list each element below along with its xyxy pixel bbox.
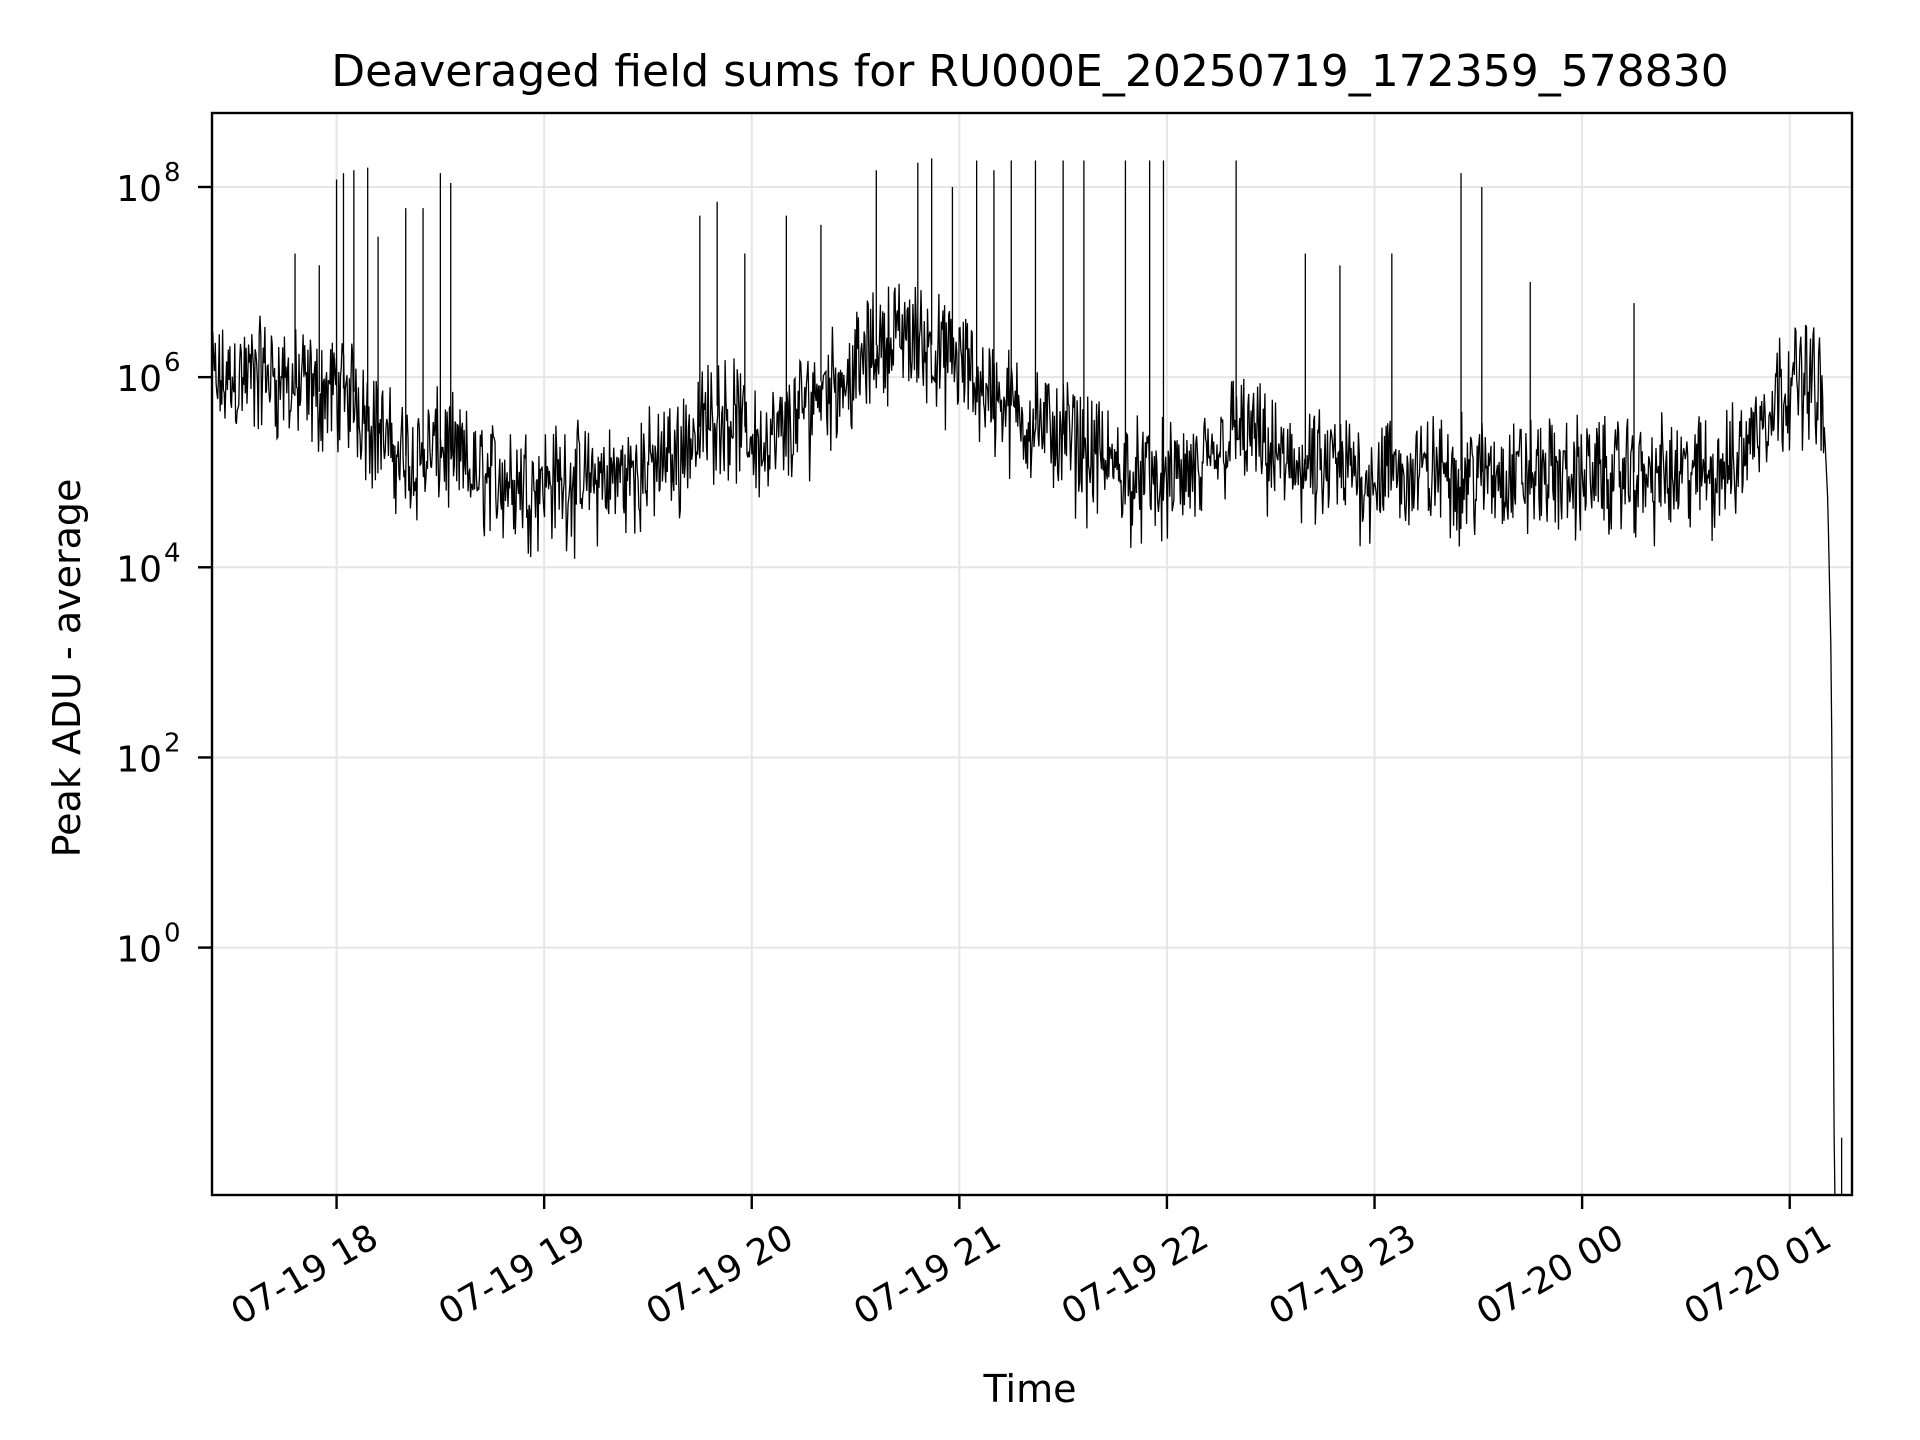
- y-axis-label: Peak ADU - average: [45, 479, 89, 858]
- y-tick-exponent: 8: [164, 158, 181, 188]
- x-axis-label: Time: [983, 1367, 1077, 1411]
- y-tick-base: 10: [116, 359, 162, 400]
- y-tick-label: 10 6: [116, 348, 180, 400]
- y-tick-base: 10: [116, 739, 162, 780]
- series-layer: [211, 158, 1843, 1196]
- y-tick-exponent: 2: [164, 728, 181, 758]
- plot-frame: [210, 111, 1854, 1197]
- y-tick-label: 10 8: [116, 158, 180, 210]
- y-tick-base: 10: [116, 549, 162, 590]
- y-tick-exponent: 0: [164, 919, 181, 949]
- y-tick-exponent: 6: [164, 348, 181, 378]
- series-line: [211, 283, 1839, 1196]
- y-tick-label: 10 0: [116, 919, 180, 971]
- y-tick-label: 10 2: [116, 728, 180, 780]
- y-tick-base: 10: [116, 169, 162, 210]
- y-tick-exponent: 4: [164, 538, 181, 568]
- y-tick-base: 10: [116, 930, 162, 971]
- y-tick-label: 10 4: [116, 538, 180, 590]
- chart-title: Deaveraged field sums for RU000E_2025071…: [331, 46, 1728, 97]
- grid: [212, 113, 1852, 1195]
